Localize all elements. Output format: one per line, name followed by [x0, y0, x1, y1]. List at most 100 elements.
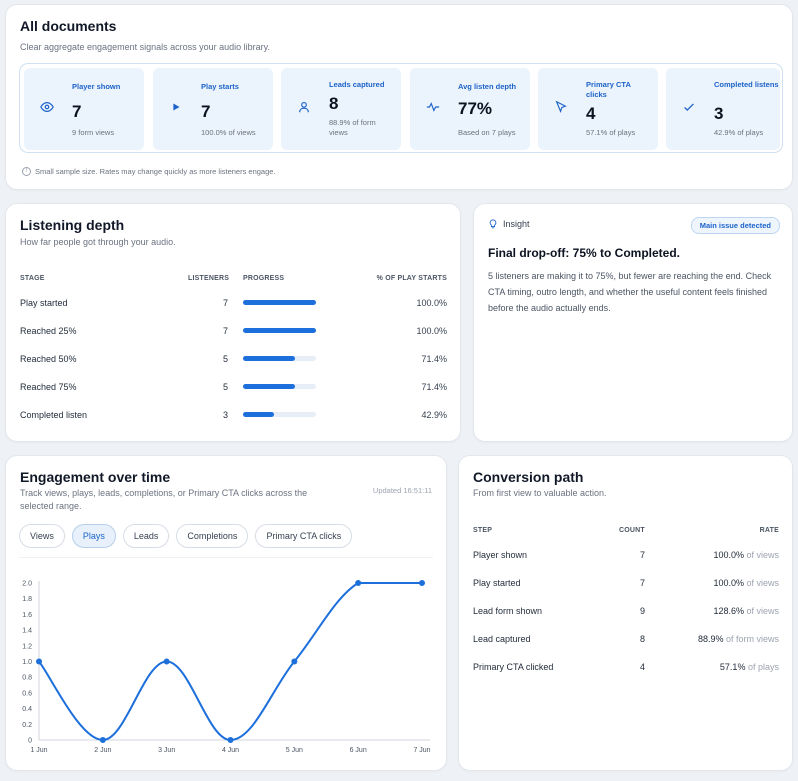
y-tick-label: 1.4: [22, 628, 32, 635]
tab-leads[interactable]: Leads: [122, 524, 170, 548]
tab-primary-cta-clicks[interactable]: Primary CTA clicks: [255, 524, 353, 548]
pulse-icon: [426, 102, 440, 112]
insight-tag-label: Insight: [503, 219, 530, 229]
stat-note: 100.0% of views: [201, 128, 256, 137]
progress-fill: [243, 328, 316, 333]
y-tick-label: 1.6: [22, 612, 32, 619]
rate-basis: of views: [746, 578, 779, 588]
eye-icon: [40, 102, 54, 112]
data-point[interactable]: [419, 580, 425, 586]
insight-body: 5 listeners are making it to 75%, but fe…: [488, 271, 772, 313]
x-tick-label: 4 Jun: [222, 747, 239, 754]
engagement-chart: 0 0.2 0.4 0.6 0.8 1.0 1.2 1.4 1.6 1.8 2.0 1 Jun 2 Ju…: [22, 580, 431, 754]
step-count: 8: [639, 634, 645, 644]
rate-basis: of form views: [725, 634, 779, 644]
listeners-count: 5: [222, 354, 228, 364]
x-tick-label: 3 Jun: [158, 747, 175, 754]
tab-completions[interactable]: Completions: [176, 524, 249, 548]
step-label: Play started: [473, 578, 521, 588]
step-rate: 100.0% of views: [713, 550, 779, 560]
step-count: 7: [639, 550, 645, 560]
stage-label: Reached 50%: [20, 354, 77, 364]
footnote-text: Small sample size. Rates may change quic…: [35, 167, 276, 176]
progress-fill: [243, 356, 296, 361]
stat-completed-listens: Completed listens 3 42.9% of plays: [666, 68, 780, 150]
cursor-icon: [555, 100, 567, 114]
depth-row: Completed listen 3 42.9%: [6, 410, 460, 438]
y-tick-label: 0.6: [22, 690, 32, 697]
rate-value: 100.0%: [713, 578, 744, 588]
rate-value: 100.0%: [713, 550, 744, 560]
x-tick-label: 2 Jun: [94, 747, 111, 754]
section-title: Listening depth: [20, 217, 125, 233]
col-count: COUNT: [619, 527, 645, 534]
col-step: STEP: [473, 527, 493, 534]
stat-note: 42.9% of plays: [714, 128, 764, 137]
depth-row: Play started 7 100.0%: [6, 298, 460, 326]
rate-basis: of views: [746, 550, 779, 560]
divider: [19, 557, 433, 558]
section-title: Engagement over time: [20, 469, 171, 485]
issue-badge: Main issue detected: [690, 217, 780, 234]
listeners-count: 3: [222, 410, 228, 420]
tab-views[interactable]: Views: [19, 524, 65, 548]
check-icon: [684, 103, 694, 111]
step-label: Lead form shown: [473, 606, 543, 616]
col-pct: % OF PLAY STARTS: [376, 275, 447, 282]
stat-label: Play starts: [201, 82, 239, 91]
y-tick-label: 1.2: [22, 643, 32, 650]
stat-note: 57.1% of plays: [586, 128, 636, 137]
stat-play-starts: Play starts 7 100.0% of views: [153, 68, 273, 150]
stat-value: 77%: [458, 99, 493, 118]
y-tick-label: 1.8: [22, 596, 32, 603]
depth-row: Reached 75% 5 71.4%: [6, 382, 460, 410]
y-tick-label: 0.8: [22, 675, 32, 682]
stage-label: Play started: [20, 298, 68, 308]
x-tick-label: 1 Jun: [30, 747, 47, 754]
rate-value: 88.9%: [697, 634, 724, 644]
section-subtitle: Track views, plays, leads, completions, …: [20, 488, 308, 511]
depth-row: Reached 50% 5 71.4%: [6, 354, 460, 382]
step-rate: 100.0% of views: [713, 578, 779, 588]
pct-value: 100.0%: [416, 326, 447, 336]
progress-bar: [243, 300, 316, 305]
data-point[interactable]: [163, 658, 170, 665]
stat-avg-listen-depth: Avg listen depth 77% Based on 7 plays: [410, 68, 530, 150]
section-subtitle: From first view to valuable action.: [473, 488, 607, 498]
col-rate: RATE: [759, 527, 779, 534]
stage-label: Reached 75%: [20, 382, 77, 392]
pct-value: 71.4%: [421, 354, 447, 364]
stat-label: Primary CTA clicks: [586, 80, 631, 99]
y-tick-label: 0: [28, 738, 32, 745]
conversion-path-card: Conversion path From first view to valua…: [458, 455, 793, 771]
progress-bar: [243, 356, 316, 361]
insight-title: Final drop-off: 75% to Completed.: [488, 246, 680, 260]
step-count: 9: [639, 606, 645, 616]
progress-bar: [243, 328, 316, 333]
stat-label: Player shown: [72, 82, 121, 91]
col-progress: PROGRESS: [243, 275, 285, 282]
x-tick-label: 7 Jun: [413, 747, 430, 754]
stage-label: Completed listen: [20, 410, 88, 420]
step-count: 4: [639, 662, 645, 672]
y-tick-label: 2.0: [22, 581, 32, 588]
listeners-count: 7: [222, 298, 228, 308]
data-point[interactable]: [291, 658, 298, 665]
data-point[interactable]: [227, 737, 234, 743]
tab-plays[interactable]: Plays: [71, 524, 116, 548]
data-point[interactable]: [36, 658, 42, 665]
page-subtitle: Clear aggregate engagement signals acros…: [20, 42, 270, 52]
progress-fill: [243, 300, 316, 305]
series-line: [38, 582, 422, 742]
data-point[interactable]: [99, 737, 106, 743]
insight-tag: Insight: [488, 219, 530, 229]
user-icon: [299, 101, 309, 113]
stat-label: Completed listens: [714, 80, 779, 89]
play-icon: [173, 103, 180, 111]
data-point[interactable]: [355, 580, 362, 586]
rate-value: 128.6%: [713, 606, 744, 616]
pct-value: 71.4%: [421, 382, 447, 392]
stat-player-shown: Player shown 7 9 form views: [24, 68, 144, 150]
step-rate: 57.1% of plays: [720, 662, 779, 672]
y-tick-label: 0.2: [22, 722, 32, 729]
